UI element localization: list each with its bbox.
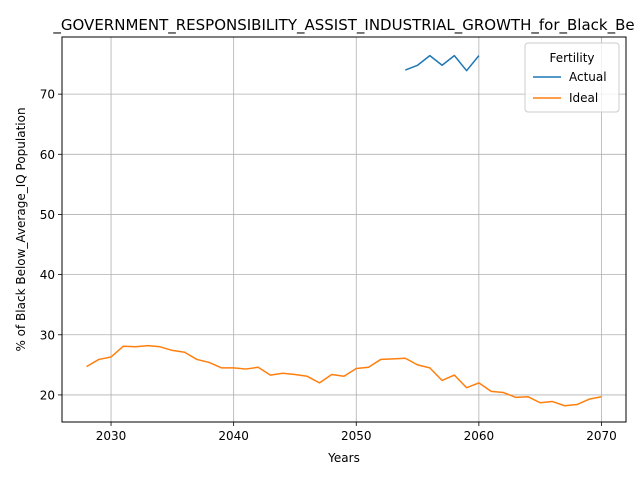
series-line-actual (405, 54, 480, 72)
x-tick-label: 2040 (218, 429, 249, 443)
x-tick-label: 2070 (586, 429, 617, 443)
x-tick-label: 2030 (96, 429, 127, 443)
x-tick-label: 2060 (464, 429, 495, 443)
y-tick-label: 30 (40, 328, 55, 342)
legend-box (524, 42, 620, 113)
legend-label-actual: Actual (569, 70, 607, 84)
series-lines (86, 54, 602, 407)
y-tick-label: 70 (40, 88, 55, 102)
legend: Fertility Actual Ideal (524, 42, 620, 113)
legend-title: Fertility (549, 51, 594, 65)
y-tick-label: 50 (40, 208, 55, 222)
x-axis-label: Years (327, 451, 360, 465)
y-tick-label: 40 (40, 268, 55, 282)
legend-label-ideal: Ideal (569, 91, 598, 105)
y-tick-label: 20 (40, 388, 55, 402)
chart-title: _GOVERNMENT_RESPONSIBILITY_ASSIST_INDUST… (52, 16, 634, 35)
y-tick-label: 60 (40, 148, 55, 162)
x-tick-label: 2050 (341, 429, 372, 443)
series-line-ideal (86, 344, 602, 407)
y-axis-label: % of Black Below_Average_IQ Population (14, 107, 28, 351)
plot-frame (61, 36, 627, 423)
